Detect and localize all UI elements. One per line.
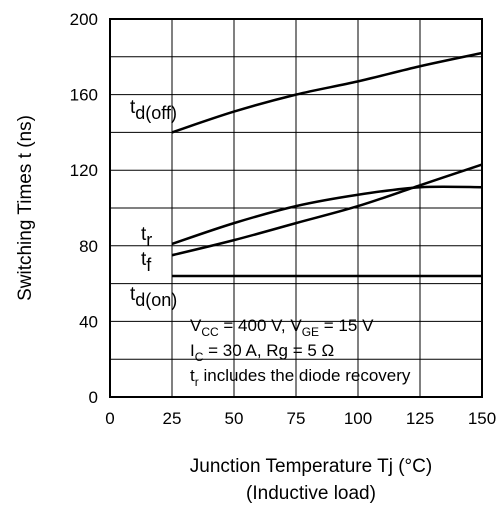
y-tick-label: 160 (70, 86, 98, 105)
y-tick-label: 120 (70, 161, 98, 180)
y-axis-label: Switching Times t (ns) (15, 115, 36, 301)
x-tick-label: 25 (163, 409, 182, 428)
series-line-r (171, 185, 483, 246)
y-tick-label: 0 (89, 388, 98, 407)
x-tick-label: 75 (287, 409, 306, 428)
axis-ticks: 0 25 50 75 100 125 150 0 40 80 120 160 200 (70, 10, 497, 428)
series-label-r: tr (141, 224, 152, 250)
y-tick-label: 200 (70, 10, 98, 29)
x-tick-label: 50 (225, 409, 244, 428)
y-tick-label: 80 (79, 237, 98, 256)
series-label-d-off: td(off) (130, 97, 177, 123)
series-line-d-off (171, 51, 483, 134)
x-tick-label: 150 (468, 409, 496, 428)
x-axis-label-note: (Inductive load) (246, 483, 376, 504)
series-label-d-on: td(on) (130, 284, 177, 310)
series-line-f (171, 163, 483, 257)
annotation-line-2: IC = 30 A, Rg = 5 Ω (190, 341, 334, 364)
x-tick-label: 0 (105, 409, 114, 428)
y-tick-label: 40 (79, 312, 98, 331)
plot-frame (109, 18, 483, 398)
data-curves (171, 51, 483, 278)
x-tick-label: 125 (406, 409, 434, 428)
x-axis-label: Junction Temperature Tj (°C) (189, 456, 433, 477)
series-label-f: tf (141, 249, 152, 275)
annotation-line-3: tr includes the diode recovery (190, 366, 411, 389)
x-tick-label: 100 (344, 409, 372, 428)
annotation-line-1: VCC = 400 V, VGE = 15 V (190, 316, 374, 339)
